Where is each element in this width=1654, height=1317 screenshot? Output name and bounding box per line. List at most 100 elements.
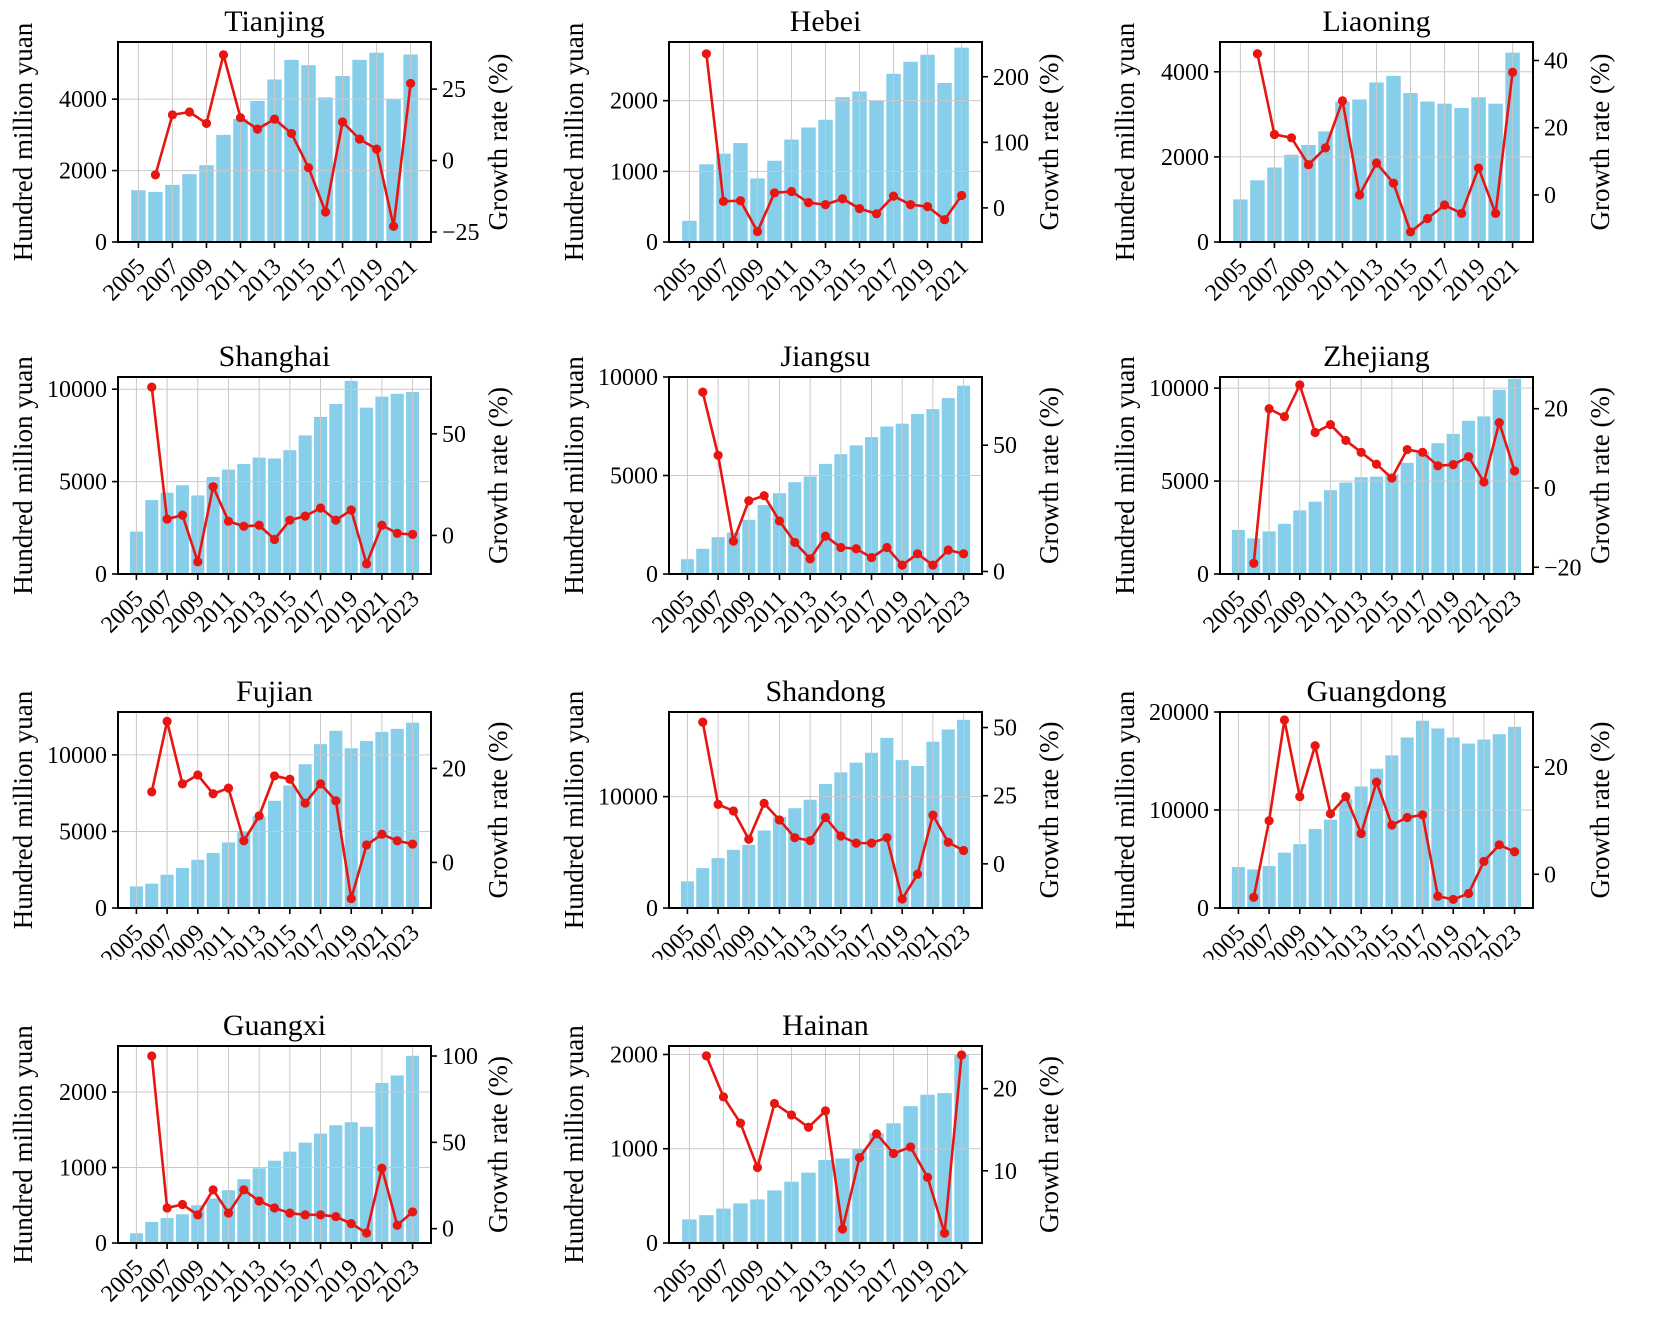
x-tick-label-2021: 2021 [922, 1255, 974, 1307]
line-point-2020 [1490, 208, 1501, 219]
line-point-2022 [943, 837, 953, 847]
left-axis-label: Hundred million yuan [8, 22, 38, 261]
bar-2022 [390, 393, 404, 574]
line-point-2018 [905, 1142, 916, 1152]
line-point-2018 [331, 515, 341, 525]
line-point-2007 [718, 196, 729, 206]
line-point-2018 [1433, 461, 1443, 471]
right-axis-label: Growth rate (%) [1034, 387, 1064, 564]
line-point-2008 [735, 1118, 746, 1128]
left-tick-label-2000: 2000 [610, 1042, 658, 1068]
plot-border [668, 41, 983, 243]
line-point-2023 [958, 845, 969, 856]
left-tick-label-10000: 10000 [47, 377, 107, 403]
x-tick-label-2021: 2021 [922, 254, 974, 306]
line-point-2016 [1402, 444, 1412, 455]
bar-2018 [1454, 107, 1469, 243]
bar-2014 [1386, 76, 1401, 242]
line-point-2012 [239, 1185, 249, 1195]
bar-2014 [267, 1160, 282, 1243]
left-axis-label: Hundred million yuan [559, 690, 589, 929]
left-tick-label-5000: 5000 [59, 819, 107, 845]
line-point-2006 [150, 170, 161, 180]
chart-cell-shandong: Shandong 0 10000 0 25 50 2005 2007 2009 2011 2013 2… [551, 640, 1102, 960]
line-point-2011 [223, 516, 234, 526]
left-tick-label-10000: 10000 [1149, 376, 1209, 402]
bar-2010 [206, 853, 220, 908]
line-point-2012 [803, 1122, 814, 1132]
plot-border [668, 1045, 983, 1244]
bar-2010 [1308, 501, 1322, 574]
plot-border [117, 376, 432, 575]
bar-2022 [1492, 734, 1506, 908]
right-tick-label-0: 0 [1544, 476, 1556, 502]
chart-title: Shanghai [219, 340, 331, 373]
line-point-2022 [392, 836, 402, 846]
line-point-2020 [361, 1228, 372, 1238]
bar-2010 [1308, 829, 1322, 908]
bar-2018 [880, 426, 894, 574]
bar-2014 [267, 800, 282, 908]
right-tick-label-200: 200 [993, 65, 1029, 91]
line-point-2021 [1479, 477, 1489, 487]
growth-rate-series [1249, 380, 1520, 568]
line-point-2007 [162, 716, 172, 726]
line-point-2016 [1402, 812, 1412, 823]
line-point-2010 [208, 482, 218, 492]
growth-line [150, 386, 413, 568]
chart-zhejiang: Zhejiang0500010000−200202005200720092011… [1110, 340, 1615, 638]
bar-2012 [1339, 482, 1353, 574]
line-point-2008 [184, 107, 195, 117]
bar-2020 [1462, 743, 1476, 908]
bar-2010 [216, 134, 231, 242]
chart-shanghai: Shanghai05000100000502005200720092011201… [8, 340, 513, 638]
growth-rate-series [701, 1050, 967, 1238]
line-point-2016 [851, 838, 861, 848]
line-point-2007 [1264, 816, 1274, 826]
left-tick-label-0: 0 [95, 562, 107, 588]
bar-2016 [318, 97, 333, 242]
line-point-2018 [1433, 891, 1443, 901]
line-point-2019 [346, 1219, 356, 1229]
line-point-2017 [888, 191, 899, 201]
x-tick-label-2021: 2021 [371, 254, 423, 306]
line-point-2015 [1405, 227, 1416, 237]
left-tick-label-0: 0 [95, 230, 107, 256]
line-point-2012 [1341, 792, 1351, 802]
bar-2008 [733, 1203, 748, 1243]
left-tick-label-5000: 5000 [1161, 469, 1209, 495]
line-point-2008 [1279, 715, 1290, 725]
bar-2012 [1339, 799, 1353, 908]
line-point-2006 [701, 1051, 712, 1061]
bar-2020 [1462, 420, 1476, 574]
right-tick-label-25: 25 [993, 784, 1017, 810]
line-point-2020 [912, 549, 923, 559]
chart-tianjing: Tianjing020004000−2502520052007200920112… [8, 5, 513, 306]
bar-2006 [699, 1215, 714, 1243]
line-point-2014 [820, 531, 831, 541]
right-tick-label-0: 0 [1544, 862, 1556, 888]
line-point-2006 [698, 717, 708, 727]
line-point-2016 [1422, 213, 1433, 224]
line-point-2013 [1356, 828, 1366, 839]
grid-lines [1220, 42, 1533, 243]
right-tick-label-50: 50 [442, 1130, 466, 1156]
line-point-2019 [346, 505, 356, 515]
chart-cell-guangxi: Guangxi 0 1000 2000 0 50 100 2005 2007 2009 2011 20… [0, 960, 551, 1317]
line-point-2020 [939, 1228, 950, 1238]
line-point-2011 [235, 113, 246, 123]
line-point-2016 [320, 207, 331, 217]
bar-2006 [145, 1221, 159, 1243]
left-tick-label-2000: 2000 [1161, 145, 1209, 171]
line-point-2010 [759, 798, 769, 808]
bar-2008 [1284, 154, 1299, 242]
line-point-2012 [1341, 435, 1351, 446]
bar-2018 [329, 730, 343, 908]
chart-title: Zhejiang [1323, 340, 1430, 373]
right-tick-label-0: 0 [1544, 183, 1556, 209]
bar-2008 [182, 174, 197, 242]
line-point-2020 [1463, 452, 1474, 462]
line-point-2019 [922, 201, 933, 212]
left-tick-label-0: 0 [95, 896, 107, 922]
line-point-2007 [162, 1203, 172, 1213]
